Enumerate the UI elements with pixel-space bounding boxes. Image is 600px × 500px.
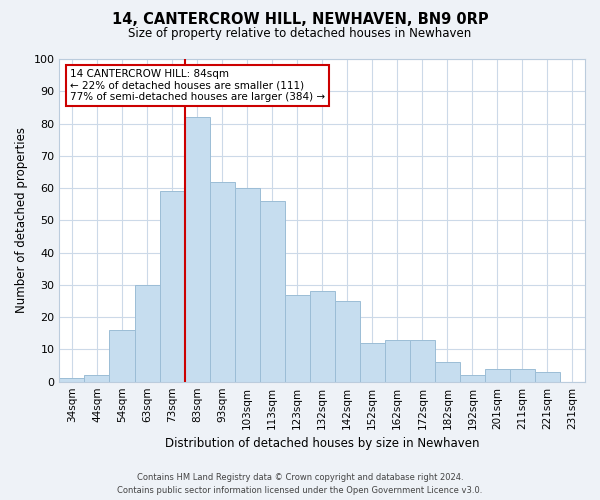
Bar: [109, 330, 134, 382]
Bar: [310, 292, 335, 382]
Bar: [209, 182, 235, 382]
Bar: [284, 294, 310, 382]
Bar: [485, 369, 510, 382]
Bar: [134, 285, 160, 382]
X-axis label: Distribution of detached houses by size in Newhaven: Distribution of detached houses by size …: [165, 437, 479, 450]
Text: Size of property relative to detached houses in Newhaven: Size of property relative to detached ho…: [128, 28, 472, 40]
Y-axis label: Number of detached properties: Number of detached properties: [15, 128, 28, 314]
Bar: [59, 378, 85, 382]
Bar: [85, 375, 109, 382]
Bar: [535, 372, 560, 382]
Bar: [410, 340, 435, 382]
Bar: [160, 192, 185, 382]
Text: 14 CANTERCROW HILL: 84sqm
← 22% of detached houses are smaller (111)
77% of semi: 14 CANTERCROW HILL: 84sqm ← 22% of detac…: [70, 68, 325, 102]
Bar: [360, 343, 385, 382]
Bar: [460, 375, 485, 382]
Bar: [510, 369, 535, 382]
Bar: [185, 117, 209, 382]
Bar: [385, 340, 410, 382]
Text: Contains HM Land Registry data © Crown copyright and database right 2024.
Contai: Contains HM Land Registry data © Crown c…: [118, 474, 482, 495]
Bar: [260, 201, 284, 382]
Bar: [235, 188, 260, 382]
Text: 14, CANTERCROW HILL, NEWHAVEN, BN9 0RP: 14, CANTERCROW HILL, NEWHAVEN, BN9 0RP: [112, 12, 488, 28]
Bar: [335, 301, 360, 382]
Bar: [435, 362, 460, 382]
